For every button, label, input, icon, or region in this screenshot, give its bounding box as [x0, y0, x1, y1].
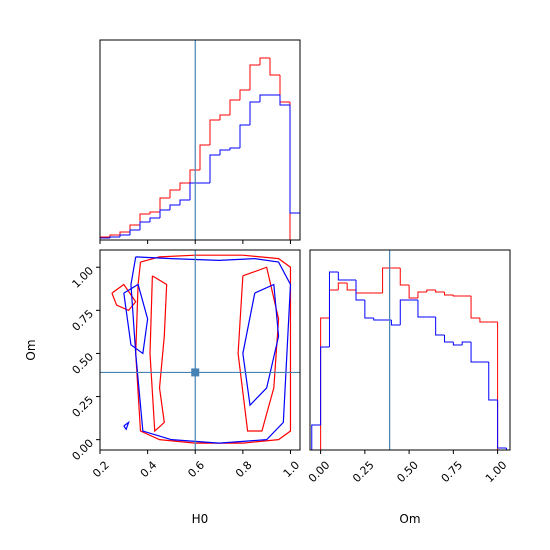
hist-step	[179, 182, 190, 190]
axes-frame	[99, 39, 301, 241]
x-axis-label: H0	[192, 512, 209, 526]
hist-step	[488, 362, 498, 401]
hist-step	[479, 318, 489, 323]
y-tick-label: 0.00	[70, 437, 97, 464]
hist-step	[337, 282, 348, 290]
axes-frame	[99, 249, 301, 451]
contour-line	[135, 254, 292, 444]
truth-marker	[191, 368, 200, 377]
hist-step	[119, 234, 130, 237]
hist-step	[139, 221, 150, 230]
hist-step	[119, 231, 130, 235]
hist-step	[328, 289, 339, 318]
hist-step	[320, 346, 330, 425]
hist-step	[382, 267, 392, 293]
hist-step	[139, 213, 150, 225]
hist-step	[452, 295, 463, 297]
hist-step	[149, 211, 160, 214]
x-tick-label: 0.25	[350, 459, 377, 486]
hist-step	[408, 285, 418, 299]
hist-step	[311, 424, 321, 450]
hist-step	[337, 272, 348, 281]
hist-step	[249, 101, 260, 125]
hist-step	[399, 299, 410, 325]
x-tick-label: 0.75	[439, 459, 466, 486]
hist-step	[189, 182, 200, 200]
hist-step	[417, 300, 427, 318]
x-tick-label: 1.0	[281, 459, 303, 481]
x-tick-label: 0.6	[185, 459, 207, 481]
hist-step	[129, 229, 140, 235]
hist-step	[346, 283, 357, 291]
hist-step	[129, 224, 140, 232]
hist-step	[149, 217, 160, 222]
hist-step	[426, 289, 436, 292]
hist-step	[444, 292, 454, 296]
hist-step	[169, 204, 180, 210]
hist-step	[209, 154, 220, 183]
hist-step	[249, 64, 260, 90]
x-tick-label: 0.4	[138, 459, 160, 481]
contour-line	[123, 283, 149, 355]
y-tick-label: 0.75	[70, 307, 97, 334]
hist-step	[199, 144, 210, 170]
contour-line	[242, 283, 280, 407]
hist-step	[159, 197, 170, 212]
hist-step	[259, 94, 270, 102]
x-axis-label: Om	[399, 512, 420, 526]
hist-step	[355, 290, 365, 294]
hist-step	[179, 199, 190, 205]
hist-step	[444, 335, 454, 343]
hist-step	[373, 318, 383, 321]
x-tick-label: 1.00	[483, 459, 510, 486]
y-tick-label: 0.50	[70, 350, 97, 377]
hist-step	[497, 400, 507, 449]
y-tick-label: 0.25	[70, 393, 97, 420]
hist-step	[328, 271, 339, 347]
hist-step	[239, 124, 250, 148]
hist-step	[239, 89, 250, 100]
hist-step	[189, 169, 200, 183]
hist-step	[399, 268, 410, 286]
hist-step	[417, 291, 427, 298]
y-axis-label: Om	[24, 339, 38, 360]
x-tick-label: 0.50	[394, 459, 421, 486]
x-tick-label: 0.00	[306, 459, 333, 486]
hist-step	[435, 317, 445, 336]
hist-step	[159, 209, 170, 218]
hist-step	[279, 95, 290, 106]
hist-step	[219, 114, 230, 120]
hist-step	[279, 75, 290, 103]
axes-frame	[309, 249, 511, 451]
hist-step	[470, 342, 480, 363]
x-tick-label: 0.8	[233, 459, 255, 481]
hist-step	[470, 296, 480, 319]
hist-step	[289, 102, 300, 241]
x-tick-label: 0.2	[90, 459, 112, 481]
hist-step	[209, 119, 220, 145]
hist-step	[109, 234, 120, 237]
hist-step	[320, 317, 330, 450]
hist-step	[229, 99, 240, 115]
hist-step	[355, 280, 365, 301]
hist-step	[219, 149, 230, 155]
hist-step	[109, 236, 120, 238]
hist-step	[289, 105, 300, 214]
hist-step	[452, 342, 463, 346]
contour-line	[130, 256, 292, 444]
hist-step	[390, 320, 401, 326]
contour-line	[237, 266, 280, 432]
hist-step	[461, 341, 472, 345]
hist-step	[169, 189, 180, 198]
y-tick-label: 1.00	[70, 264, 97, 291]
hist-step	[435, 290, 445, 293]
contour-line	[149, 275, 168, 433]
hist-step	[497, 322, 507, 451]
hist-step	[364, 300, 374, 319]
hist-step	[229, 147, 240, 150]
hist-step	[259, 57, 270, 65]
hist-step	[269, 58, 280, 76]
contour-line	[123, 420, 130, 431]
